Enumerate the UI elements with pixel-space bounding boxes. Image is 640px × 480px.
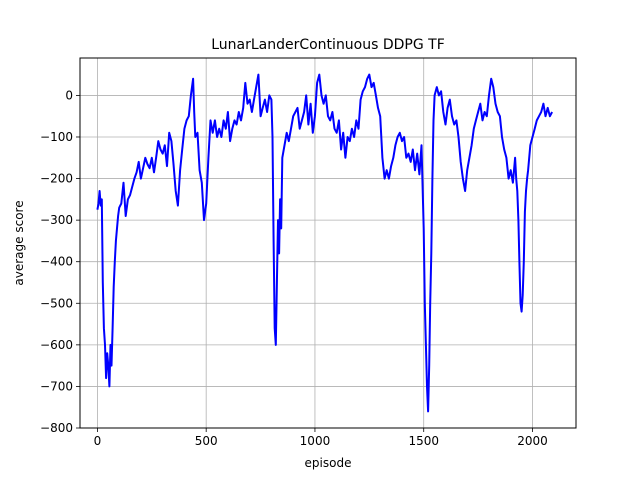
x-tick-label: 2000 bbox=[517, 434, 548, 448]
score-line bbox=[96, 73, 553, 413]
y-tick-label: −300 bbox=[40, 213, 73, 227]
y-tick-label: −600 bbox=[40, 338, 73, 352]
y-tick-label: −800 bbox=[40, 421, 73, 435]
x-tick-label: 0 bbox=[94, 434, 102, 448]
y-tick-label: 0 bbox=[65, 88, 73, 102]
x-axis: 0 500 1000 1500 2000 bbox=[94, 428, 548, 448]
y-tick-label: −700 bbox=[40, 379, 73, 393]
y-tick-label: −500 bbox=[40, 296, 73, 310]
y-tick-label: −200 bbox=[40, 172, 73, 186]
x-tick-label: 1000 bbox=[300, 434, 331, 448]
chart-title: LunarLanderContinuous DDPG TF bbox=[211, 37, 445, 53]
x-tick-label: 500 bbox=[195, 434, 218, 448]
plot-frame bbox=[79, 57, 577, 429]
y-axis-label: average score bbox=[12, 200, 26, 285]
y-tick-label: −400 bbox=[40, 255, 73, 269]
y-tick-label: −100 bbox=[40, 130, 73, 144]
series-layer bbox=[96, 73, 553, 413]
x-tick-label: 1500 bbox=[408, 434, 439, 448]
x-axis-label: episode bbox=[305, 456, 352, 470]
y-axis: −800 −700 −600 −500 −400 −300 −200 −100 0 bbox=[40, 88, 80, 435]
